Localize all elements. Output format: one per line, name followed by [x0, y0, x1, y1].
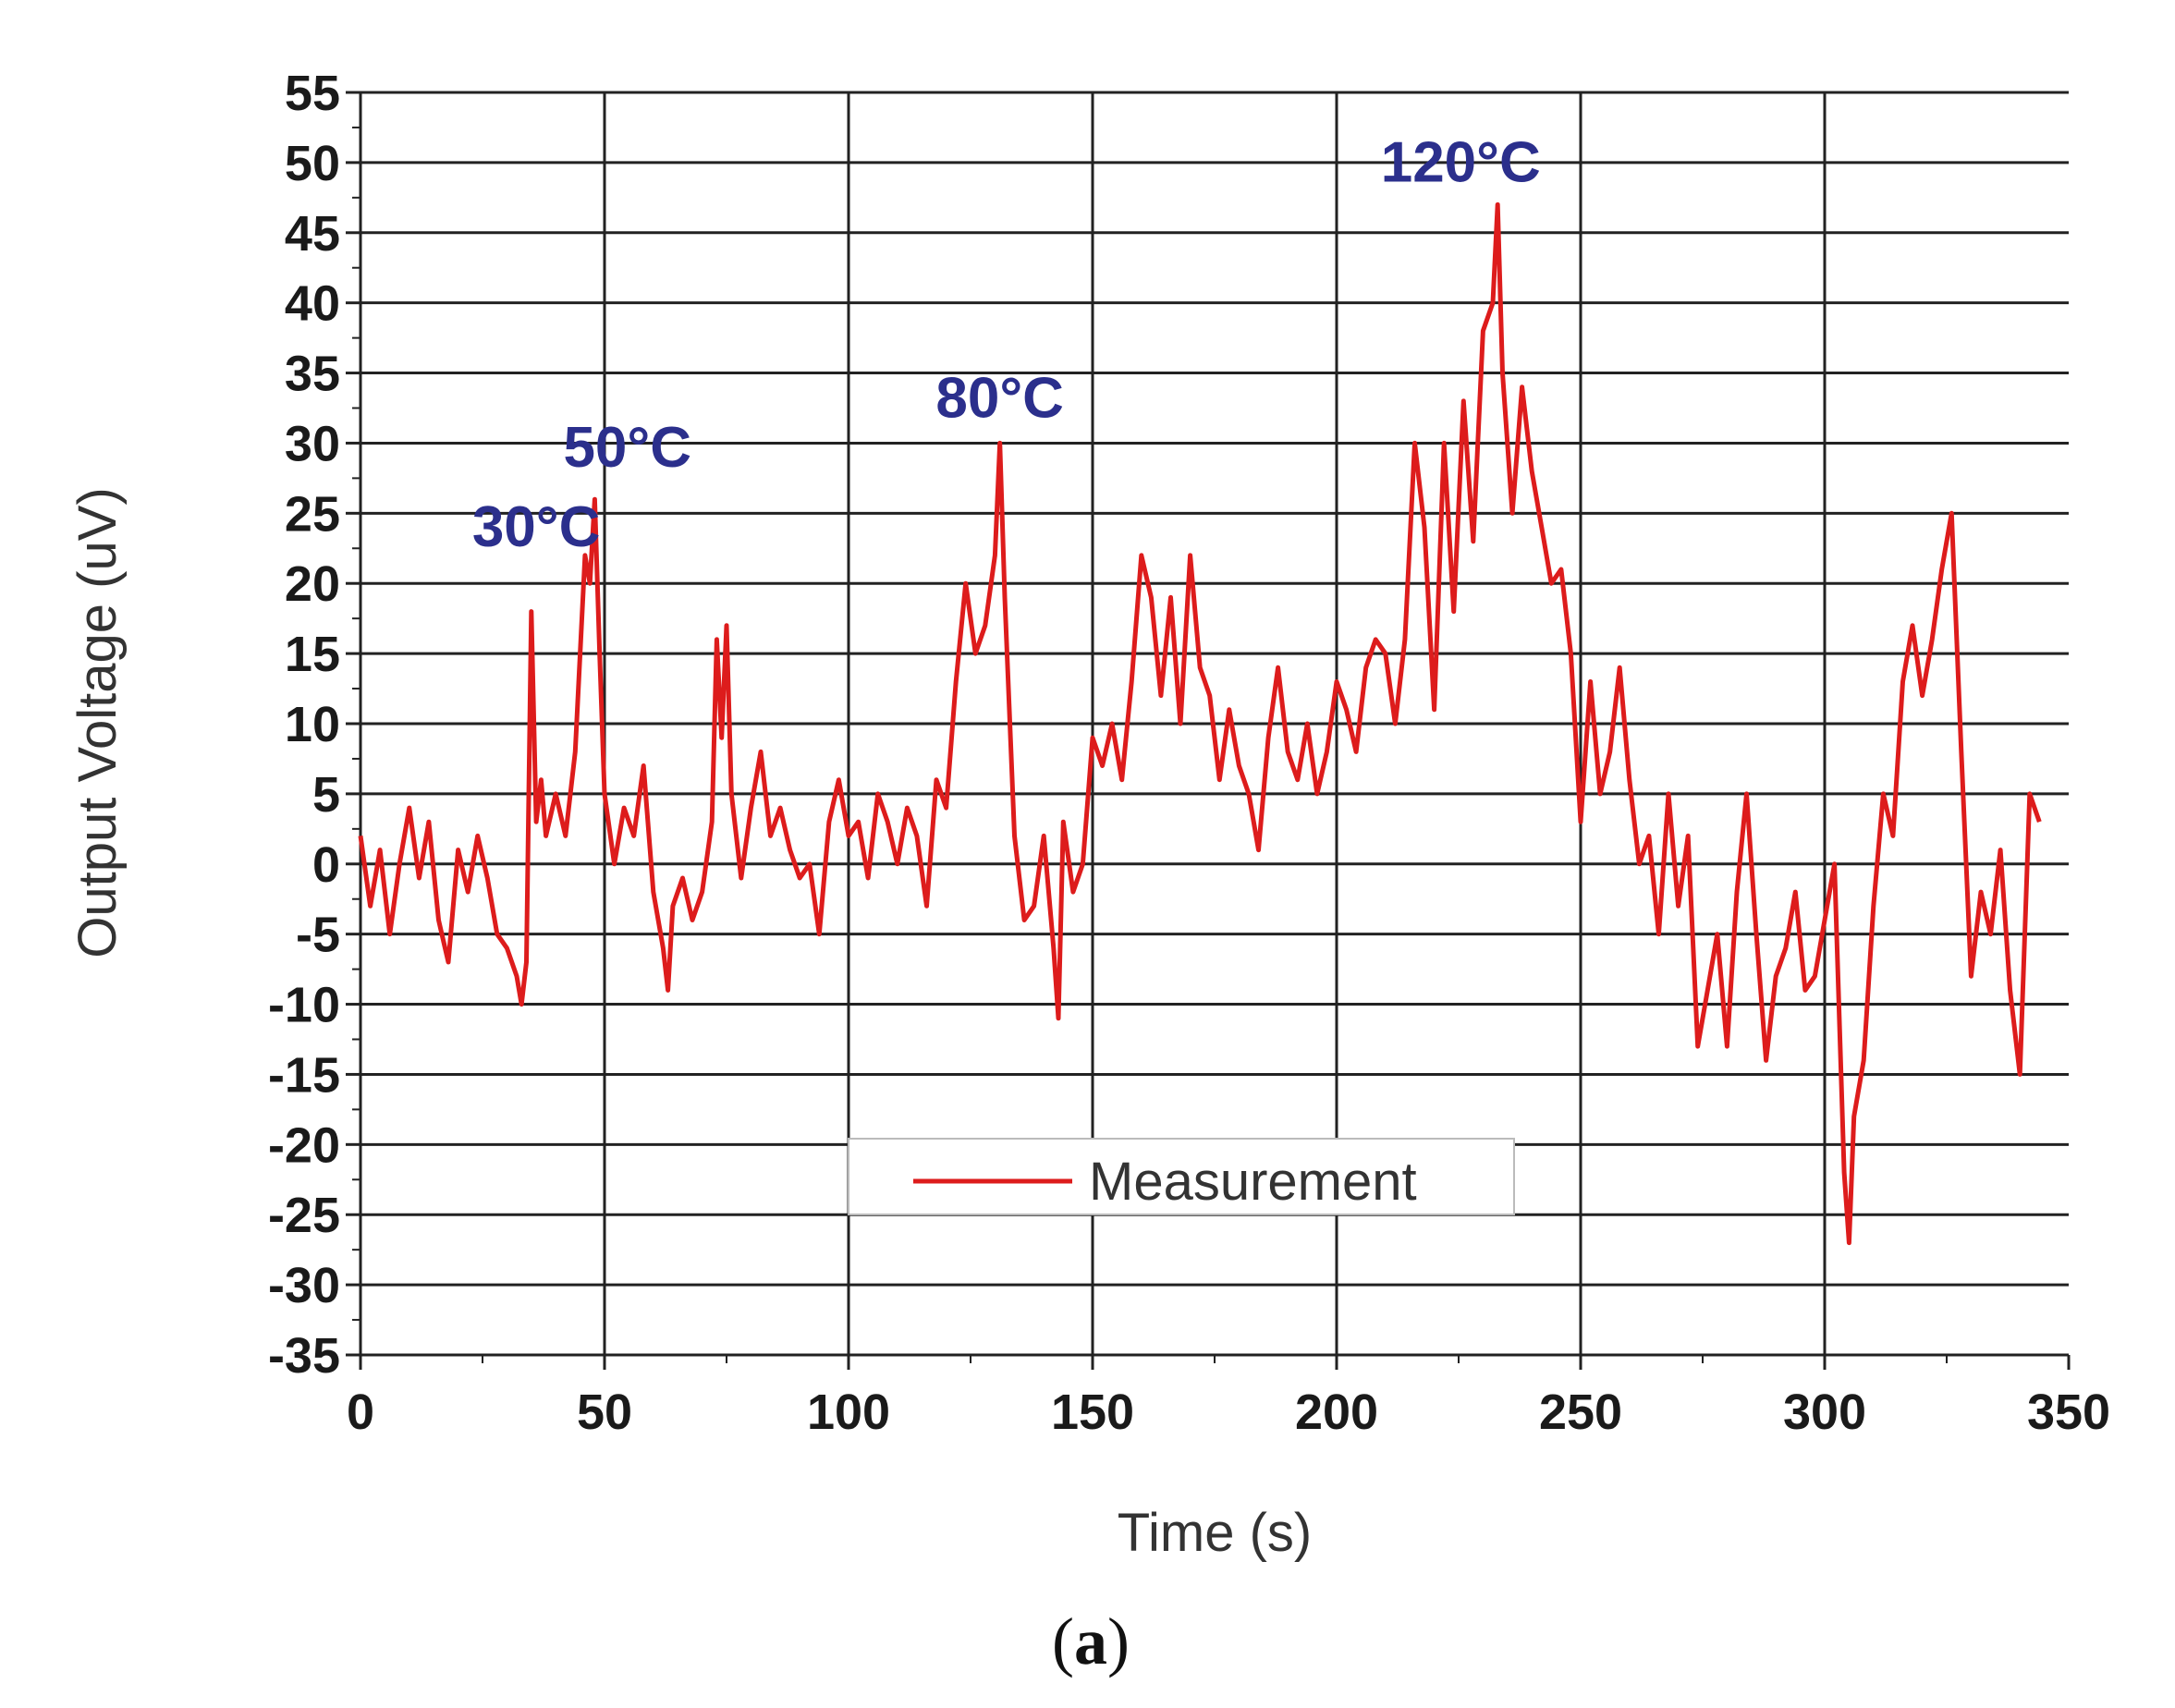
y-tick-label: 55	[285, 66, 340, 121]
y-tick-label: 25	[285, 486, 340, 542]
y-tick-label: 0	[312, 837, 340, 893]
y-tick-label: -10	[268, 978, 340, 1033]
y-tick-label: -5	[296, 908, 340, 963]
x-axis-title: Time (s)	[1118, 1503, 1312, 1563]
x-tick-label: 150	[1051, 1385, 1134, 1440]
x-tick-label: 100	[807, 1385, 890, 1440]
y-tick-labels: 5550454035302520151050-5-10-15-20-25-30-…	[268, 66, 340, 1384]
y-tick-label: 50	[285, 136, 340, 191]
x-tick-label: 200	[1295, 1385, 1378, 1440]
y-tick-label: 40	[285, 276, 340, 332]
y-tick-label: 30	[285, 416, 340, 471]
x-tick-labels: 0 50 100 150 200 250 300 350	[347, 1385, 2110, 1440]
y-tick-label: -15	[268, 1047, 340, 1103]
y-tick-label: -30	[268, 1258, 340, 1313]
temperature-annotations: 30°C 50°C 80°C 120°C	[472, 130, 1541, 559]
x-tick-label: 300	[1783, 1385, 1866, 1440]
legend: Measurement	[848, 1138, 1515, 1215]
annotation-label: 80°C	[935, 366, 1064, 430]
annotation-label: 50°C	[563, 416, 691, 480]
axes	[346, 91, 2071, 1370]
y-tick-label: -35	[268, 1328, 340, 1384]
y-tick-label: 10	[285, 697, 340, 752]
y-tick-label: 5	[312, 767, 340, 823]
y-tick-label: 20	[285, 556, 340, 612]
x-tick-label: 0	[347, 1385, 374, 1440]
caption-letter: a	[1074, 1604, 1107, 1678]
y-tick-label: -20	[268, 1117, 340, 1173]
y-tick-label: 15	[285, 627, 340, 682]
legend-box	[848, 1138, 1515, 1215]
caption-close: )	[1107, 1604, 1130, 1678]
annotation-label: 120°C	[1381, 130, 1541, 194]
caption-open: (	[1052, 1604, 1074, 1678]
y-axis-title: Output Voltage (uV)	[67, 487, 128, 958]
x-tick-label: 350	[2027, 1385, 2110, 1440]
y-tick-label: 45	[285, 206, 340, 262]
annotation-label: 30°C	[472, 495, 601, 559]
x-tick-label: 250	[1539, 1385, 1622, 1440]
y-tick-label: -25	[268, 1188, 340, 1243]
series-group	[358, 201, 2042, 1246]
figure-caption: (a)	[1052, 1604, 1130, 1678]
x-tick-label: 50	[577, 1385, 632, 1440]
y-tick-label: 35	[285, 347, 340, 402]
legend-label: Measurement	[1089, 1152, 1417, 1212]
series-line-measurement	[358, 201, 2042, 1246]
